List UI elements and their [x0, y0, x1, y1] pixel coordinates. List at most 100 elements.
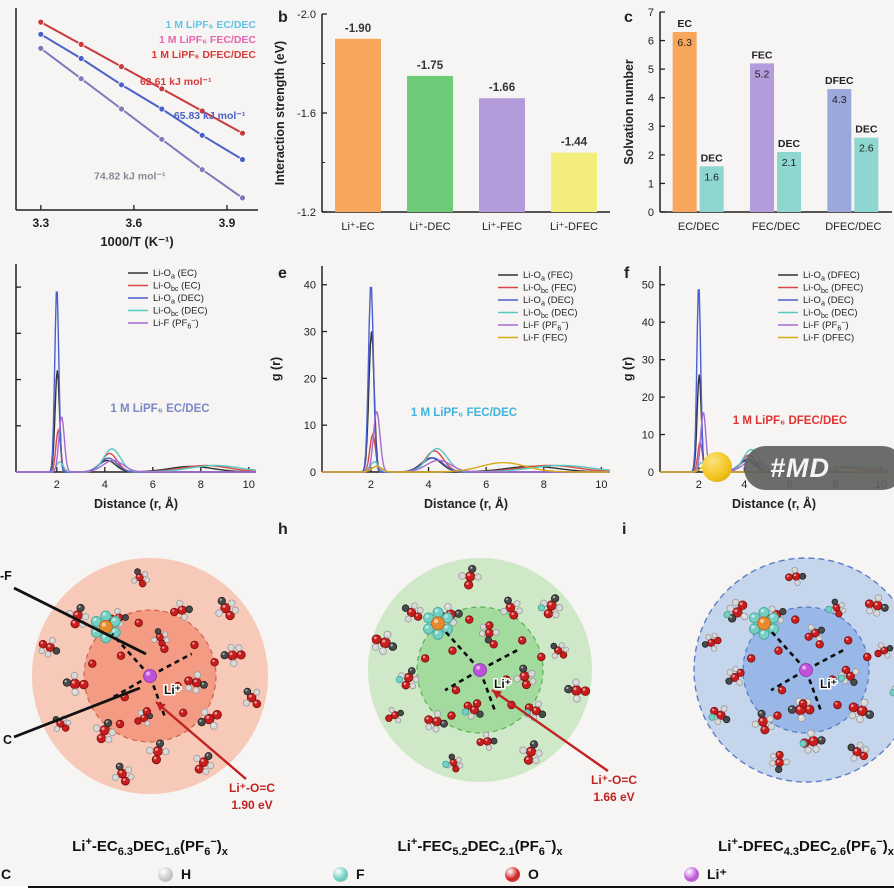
coordination-bond [482, 678, 496, 711]
atom-H-sphere [807, 729, 815, 738]
li-ion-label: Li⁺ [494, 677, 511, 691]
panel-label-b: b [278, 9, 288, 26]
atom-O-sphere [859, 751, 869, 761]
atom-C-sphere [388, 642, 398, 651]
sphere-highlight [229, 652, 233, 656]
atom-H-sphere [371, 643, 380, 652]
sphere-highlight [859, 707, 863, 711]
atom-O-sphere [489, 640, 498, 649]
sphere-highlight [465, 703, 468, 706]
data-point [118, 81, 125, 89]
bar-name-label: FEC [752, 49, 773, 61]
atom-O-sphere [523, 755, 534, 765]
atom-O-sphere [431, 716, 442, 727]
sphere-highlight [531, 741, 535, 745]
atom-O-sphere [519, 671, 530, 682]
atom-H-sphere [379, 647, 387, 655]
sphere-highlight [155, 748, 158, 751]
x-tick-label: 2 [54, 479, 60, 491]
bar [827, 89, 852, 212]
sphere-highlight [211, 723, 214, 726]
bar [672, 32, 697, 212]
bar-value-label: -1.75 [417, 60, 444, 72]
atom-O-sphere [424, 715, 434, 725]
sphere-highlight [760, 609, 765, 613]
sphere-highlight [194, 679, 197, 683]
x-axis-label: Distance (r, Å) [732, 496, 816, 511]
legend-entry: Li-F (PF6−) [803, 319, 849, 333]
sphere-highlight [434, 609, 439, 613]
atom-O-sphere [559, 651, 568, 659]
sphere-highlight [776, 648, 779, 651]
electrolyte-label: 1 M LiPF₆ EC/DEC [110, 403, 209, 415]
y-tick-label: 40 [304, 280, 316, 292]
atom-C-sphere [52, 647, 61, 655]
y-tick-label: -2.0 [297, 9, 316, 21]
atom-F-sphere [442, 760, 450, 768]
atom-O-sphere [747, 654, 756, 663]
data-point [239, 194, 246, 202]
sphere-highlight [201, 682, 204, 685]
atom-H-sphere [791, 566, 798, 574]
panel-label-f: f [624, 265, 630, 282]
legend-entry: Li-Oa (DFEC) [803, 270, 860, 283]
atom-legend-item-H: H [158, 862, 191, 886]
atom-C-sphere [217, 596, 226, 606]
sphere-highlight [834, 605, 837, 608]
atom-F-sphere [758, 629, 770, 640]
atom-O-sphere [872, 600, 883, 611]
sphere-highlight [102, 612, 106, 616]
atom-H-sphere [164, 637, 170, 643]
sphere-highlight [162, 646, 165, 649]
sphere-highlight [466, 582, 469, 585]
sphere-highlight [793, 573, 797, 577]
annotation-line [155, 701, 247, 780]
sphere-highlight [47, 644, 51, 648]
atom-H-sphere [125, 766, 133, 774]
sphere-highlight [777, 752, 780, 755]
atom-O-sphere [775, 758, 784, 768]
atom-H-sphere [409, 682, 417, 690]
y-tick-label: 4 [648, 93, 654, 105]
atom-H-sphere [856, 715, 864, 723]
sphere-highlight [861, 753, 864, 756]
atom-H-sphere [528, 669, 536, 678]
atom-H-sphere [804, 746, 812, 754]
atom-O-sphere [472, 699, 482, 708]
atom-O-sphere [178, 708, 188, 717]
atom-O-sphere [69, 678, 81, 690]
legend-entry: Li-F (DFEC) [803, 333, 854, 344]
data-point [198, 166, 206, 174]
legend-entry: Li-Obc (DEC) [153, 306, 208, 319]
atom-O-sphere [485, 621, 494, 630]
watermark-text: #MD [770, 453, 831, 483]
atom-H-sphere [862, 746, 870, 753]
atom-F-sphere [537, 604, 546, 612]
sphere-highlight [882, 605, 885, 608]
atom-F-sphere [100, 610, 112, 622]
sphere-highlight [874, 602, 878, 606]
sphere-highlight [105, 720, 109, 723]
bond-energy-value: 1.66 eV [593, 790, 634, 804]
atom-O-sphere [184, 676, 194, 686]
atom-sphere-icon [505, 866, 520, 882]
atom-H-sphere [425, 723, 433, 731]
electrolyte-label: 1 M LiPF₆ FEC/DEC [411, 407, 517, 419]
watermark-pill: #MD [744, 446, 894, 490]
atom-legend-label: H [181, 866, 192, 882]
atom-O-sphere [775, 750, 784, 760]
sphere-highlight [486, 630, 490, 633]
atom-H-sphere [38, 647, 45, 655]
sphere-highlight [206, 753, 209, 756]
y-tick-label: 5 [648, 64, 654, 76]
atom-H-sphere [383, 630, 392, 639]
sphere-highlight [137, 574, 140, 578]
atom-O-sphere [421, 654, 430, 663]
sphere-highlight [141, 715, 145, 718]
bar-value-label: 2.6 [859, 143, 874, 155]
sphere-highlight [797, 699, 800, 702]
bar [479, 98, 525, 212]
atom-H-sphere [231, 606, 239, 614]
sphere-highlight [40, 641, 43, 644]
atom-H-sphere [412, 675, 420, 683]
